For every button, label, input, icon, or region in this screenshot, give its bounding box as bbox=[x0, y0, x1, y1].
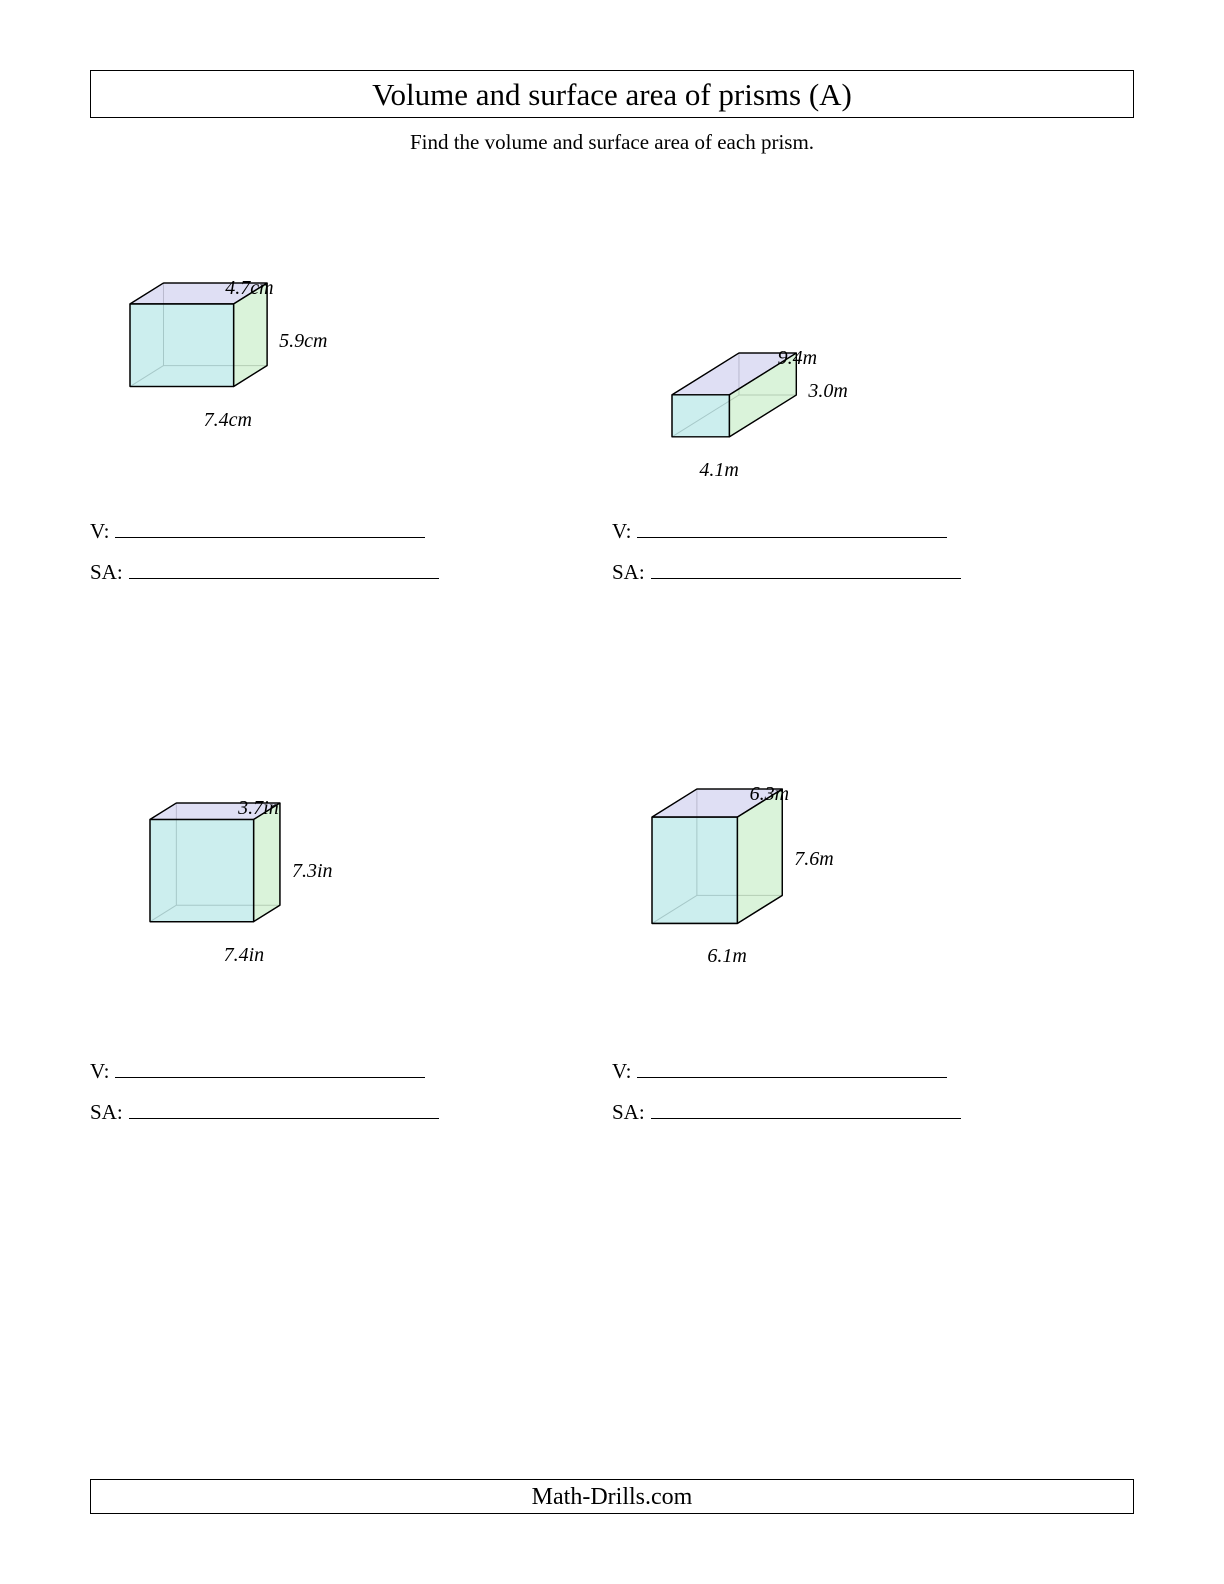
height-label: 7.6m bbox=[794, 848, 833, 871]
answer-block: V: SA: bbox=[612, 1057, 1134, 1125]
answer-line[interactable] bbox=[129, 1098, 439, 1119]
answer-line[interactable] bbox=[115, 1057, 425, 1078]
surface-area-label: SA: bbox=[612, 560, 645, 585]
answer-block: V: SA: bbox=[90, 517, 612, 585]
depth-label: 4.7cm bbox=[225, 277, 273, 300]
answer-row-volume: V: bbox=[90, 517, 612, 544]
prism-figure: 6.3m 7.6m 6.1m bbox=[612, 785, 1134, 1045]
answer-line[interactable] bbox=[129, 558, 439, 579]
answer-line[interactable] bbox=[651, 558, 961, 579]
page-footer: Math-Drills.com bbox=[90, 1479, 1134, 1514]
answer-line[interactable] bbox=[637, 517, 947, 538]
surface-area-label: SA: bbox=[90, 560, 123, 585]
answer-line[interactable] bbox=[651, 1098, 961, 1119]
depth-label: 6.3m bbox=[750, 783, 789, 806]
prism-grid: 4.7cm 5.9cm 7.4cm V: SA: 9.4m 3.0m 4.1m V: S… bbox=[90, 245, 1134, 1185]
prism-svg bbox=[612, 785, 789, 930]
prism-cell: 3.7in 7.3in 7.4in V: SA: bbox=[90, 785, 612, 1185]
subtitle-text: Find the volume and surface area of each… bbox=[410, 130, 814, 154]
prism-figure: 9.4m 3.0m 4.1m bbox=[612, 245, 1134, 505]
prism-svg bbox=[612, 245, 803, 443]
page-subtitle: Find the volume and surface area of each… bbox=[90, 130, 1134, 155]
width-label: 4.1m bbox=[699, 459, 738, 482]
answer-row-surface-area: SA: bbox=[612, 558, 1134, 585]
height-label: 3.0m bbox=[808, 380, 847, 403]
surface-area-label: SA: bbox=[90, 1100, 123, 1125]
answer-row-surface-area: SA: bbox=[90, 1098, 612, 1125]
surface-area-label: SA: bbox=[612, 1100, 645, 1125]
height-label: 5.9cm bbox=[279, 330, 327, 353]
answer-block: V: SA: bbox=[90, 1057, 612, 1125]
volume-label: V: bbox=[90, 519, 109, 544]
title-text: Volume and surface area of prisms (A) bbox=[372, 77, 852, 112]
volume-label: V: bbox=[612, 1059, 631, 1084]
depth-label: 3.7in bbox=[238, 797, 279, 820]
page-title: Volume and surface area of prisms (A) bbox=[90, 70, 1134, 118]
depth-label: 9.4m bbox=[778, 347, 817, 370]
width-label: 7.4cm bbox=[204, 409, 252, 432]
answer-row-surface-area: SA: bbox=[612, 1098, 1134, 1125]
prism-figure: 4.7cm 5.9cm 7.4cm bbox=[90, 245, 612, 505]
answer-row-surface-area: SA: bbox=[90, 558, 612, 585]
answer-row-volume: V: bbox=[612, 517, 1134, 544]
width-label: 7.4in bbox=[224, 944, 265, 967]
answer-line[interactable] bbox=[115, 517, 425, 538]
prism-cell: 9.4m 3.0m 4.1m V: SA: bbox=[612, 245, 1134, 645]
volume-label: V: bbox=[612, 519, 631, 544]
prism-figure: 3.7in 7.3in 7.4in bbox=[90, 785, 612, 1045]
footer-text: Math-Drills.com bbox=[532, 1484, 693, 1510]
prism-svg bbox=[90, 245, 274, 393]
answer-line[interactable] bbox=[637, 1057, 947, 1078]
answer-row-volume: V: bbox=[612, 1057, 1134, 1084]
prism-cell: 6.3m 7.6m 6.1m V: SA: bbox=[612, 785, 1134, 1185]
prism-cell: 4.7cm 5.9cm 7.4cm V: SA: bbox=[90, 245, 612, 645]
answer-block: V: SA: bbox=[612, 517, 1134, 585]
width-label: 6.1m bbox=[707, 945, 746, 968]
volume-label: V: bbox=[90, 1059, 109, 1084]
height-label: 7.3in bbox=[292, 860, 333, 883]
answer-row-volume: V: bbox=[90, 1057, 612, 1084]
